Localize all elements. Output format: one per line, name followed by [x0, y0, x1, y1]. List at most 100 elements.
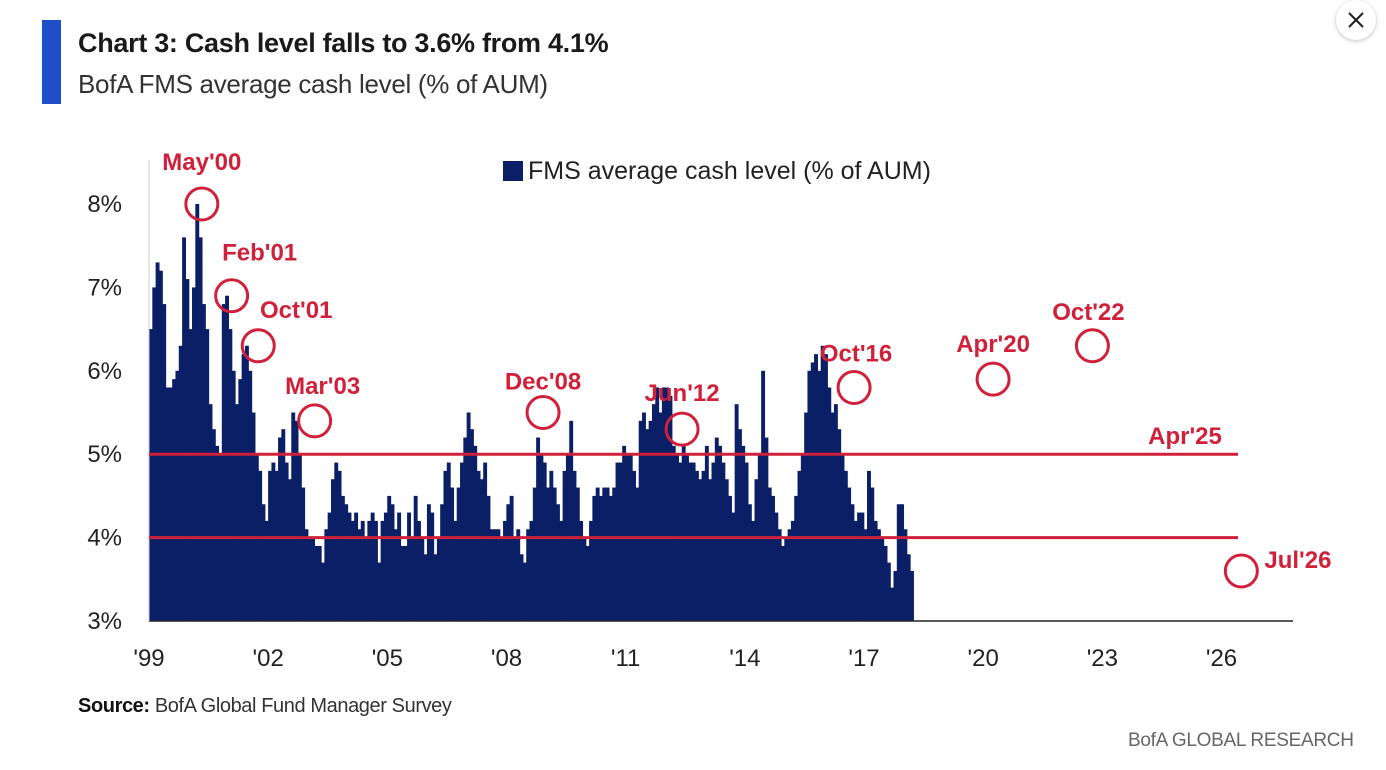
annotation-circle: [1074, 328, 1110, 364]
bar: [771, 495, 775, 621]
x-tick-label: '05: [372, 645, 403, 672]
bar: [804, 412, 809, 621]
annotation-circle: [240, 328, 276, 364]
bar: [383, 512, 388, 621]
bar: [843, 470, 848, 621]
bar: [774, 512, 779, 621]
bar: [546, 487, 550, 621]
bar: [906, 554, 911, 621]
annotation-label: May'00: [162, 149, 241, 176]
bar: [830, 412, 835, 621]
y-tick-label: 3%: [87, 608, 122, 635]
bar: [810, 362, 815, 621]
y-tick-label: 5%: [87, 441, 122, 468]
annotation-label: Feb'01: [222, 240, 297, 267]
bar: [330, 479, 335, 621]
bar: [519, 554, 524, 621]
bar: [737, 429, 742, 621]
bar: [896, 504, 901, 621]
bar: [893, 570, 898, 621]
bar: [575, 487, 580, 621]
bar: [734, 404, 739, 621]
bar: [489, 529, 494, 621]
bar: [794, 495, 799, 621]
title-accent-bar: [42, 20, 61, 104]
bar: [860, 512, 865, 621]
cash-level-chart: 3% 4% 5% 6% 7% 8% '99 '02 '05 '08 '11 '14 '17 '20 '23 '…: [87, 149, 1331, 672]
bar: [651, 404, 656, 621]
bar: [645, 429, 650, 621]
bar: [499, 537, 504, 621]
x-tick-label: '02: [253, 645, 284, 672]
annotation-circle: [297, 403, 333, 439]
bar: [364, 537, 368, 621]
bar: [327, 512, 332, 621]
bar: [420, 537, 425, 621]
bar: [182, 237, 186, 622]
bar: [608, 495, 613, 621]
bar: [731, 512, 736, 621]
bar: [235, 404, 239, 621]
annotation-label: Oct'01: [260, 297, 332, 324]
bar: [883, 545, 888, 621]
legend-swatch: [503, 161, 523, 181]
annotation-label: Oct'16: [820, 340, 892, 367]
bar: [430, 512, 435, 621]
bar: [853, 520, 858, 621]
bar: [258, 470, 263, 621]
bar: [178, 345, 183, 621]
bar: [473, 445, 478, 621]
bar: [665, 387, 670, 621]
bar: [311, 537, 316, 621]
bar: [671, 445, 676, 621]
bar: [718, 445, 723, 621]
bar: [324, 529, 329, 621]
close-button[interactable]: [1336, 0, 1376, 40]
bar: [417, 520, 421, 621]
bar: [274, 470, 279, 621]
bar: [555, 504, 560, 621]
source-text: BofA Global Fund Manager Survey: [154, 695, 452, 717]
annotation-label: Jul'26: [1264, 547, 1331, 574]
annotation-circle: [1223, 553, 1259, 589]
bar: [354, 512, 359, 621]
bar: [360, 520, 365, 621]
bar: [704, 445, 709, 621]
bar: [436, 537, 441, 621]
bar: [374, 520, 378, 621]
bar: [496, 529, 501, 621]
bar: [824, 354, 828, 621]
bar: [469, 429, 474, 621]
bar: [278, 437, 282, 621]
bar: [380, 520, 385, 621]
bar: [486, 495, 491, 621]
source-label: Source:: [78, 695, 150, 717]
bar: [714, 437, 719, 621]
bar: [595, 487, 600, 621]
annotation-label: Apr'20: [956, 331, 1030, 358]
bar: [827, 387, 832, 621]
bar: [198, 237, 203, 622]
bar: [708, 479, 713, 621]
bar: [344, 504, 349, 621]
bar: [390, 504, 395, 621]
bar: [268, 470, 273, 621]
bar: [228, 329, 233, 621]
bar: [688, 462, 693, 621]
bar: [910, 570, 914, 621]
bar: [820, 345, 825, 621]
bar: [337, 470, 342, 621]
annotation-circle: [664, 411, 700, 447]
bar: [867, 470, 871, 621]
bar: [188, 329, 193, 621]
bar: [751, 520, 756, 621]
bar: [241, 354, 246, 621]
bar: [863, 529, 868, 621]
bar: [857, 512, 862, 621]
bar: [397, 512, 402, 621]
bar: [165, 387, 170, 621]
bar: [149, 329, 153, 621]
bar: [850, 504, 855, 621]
bar: [592, 495, 597, 621]
bar: [569, 420, 574, 621]
